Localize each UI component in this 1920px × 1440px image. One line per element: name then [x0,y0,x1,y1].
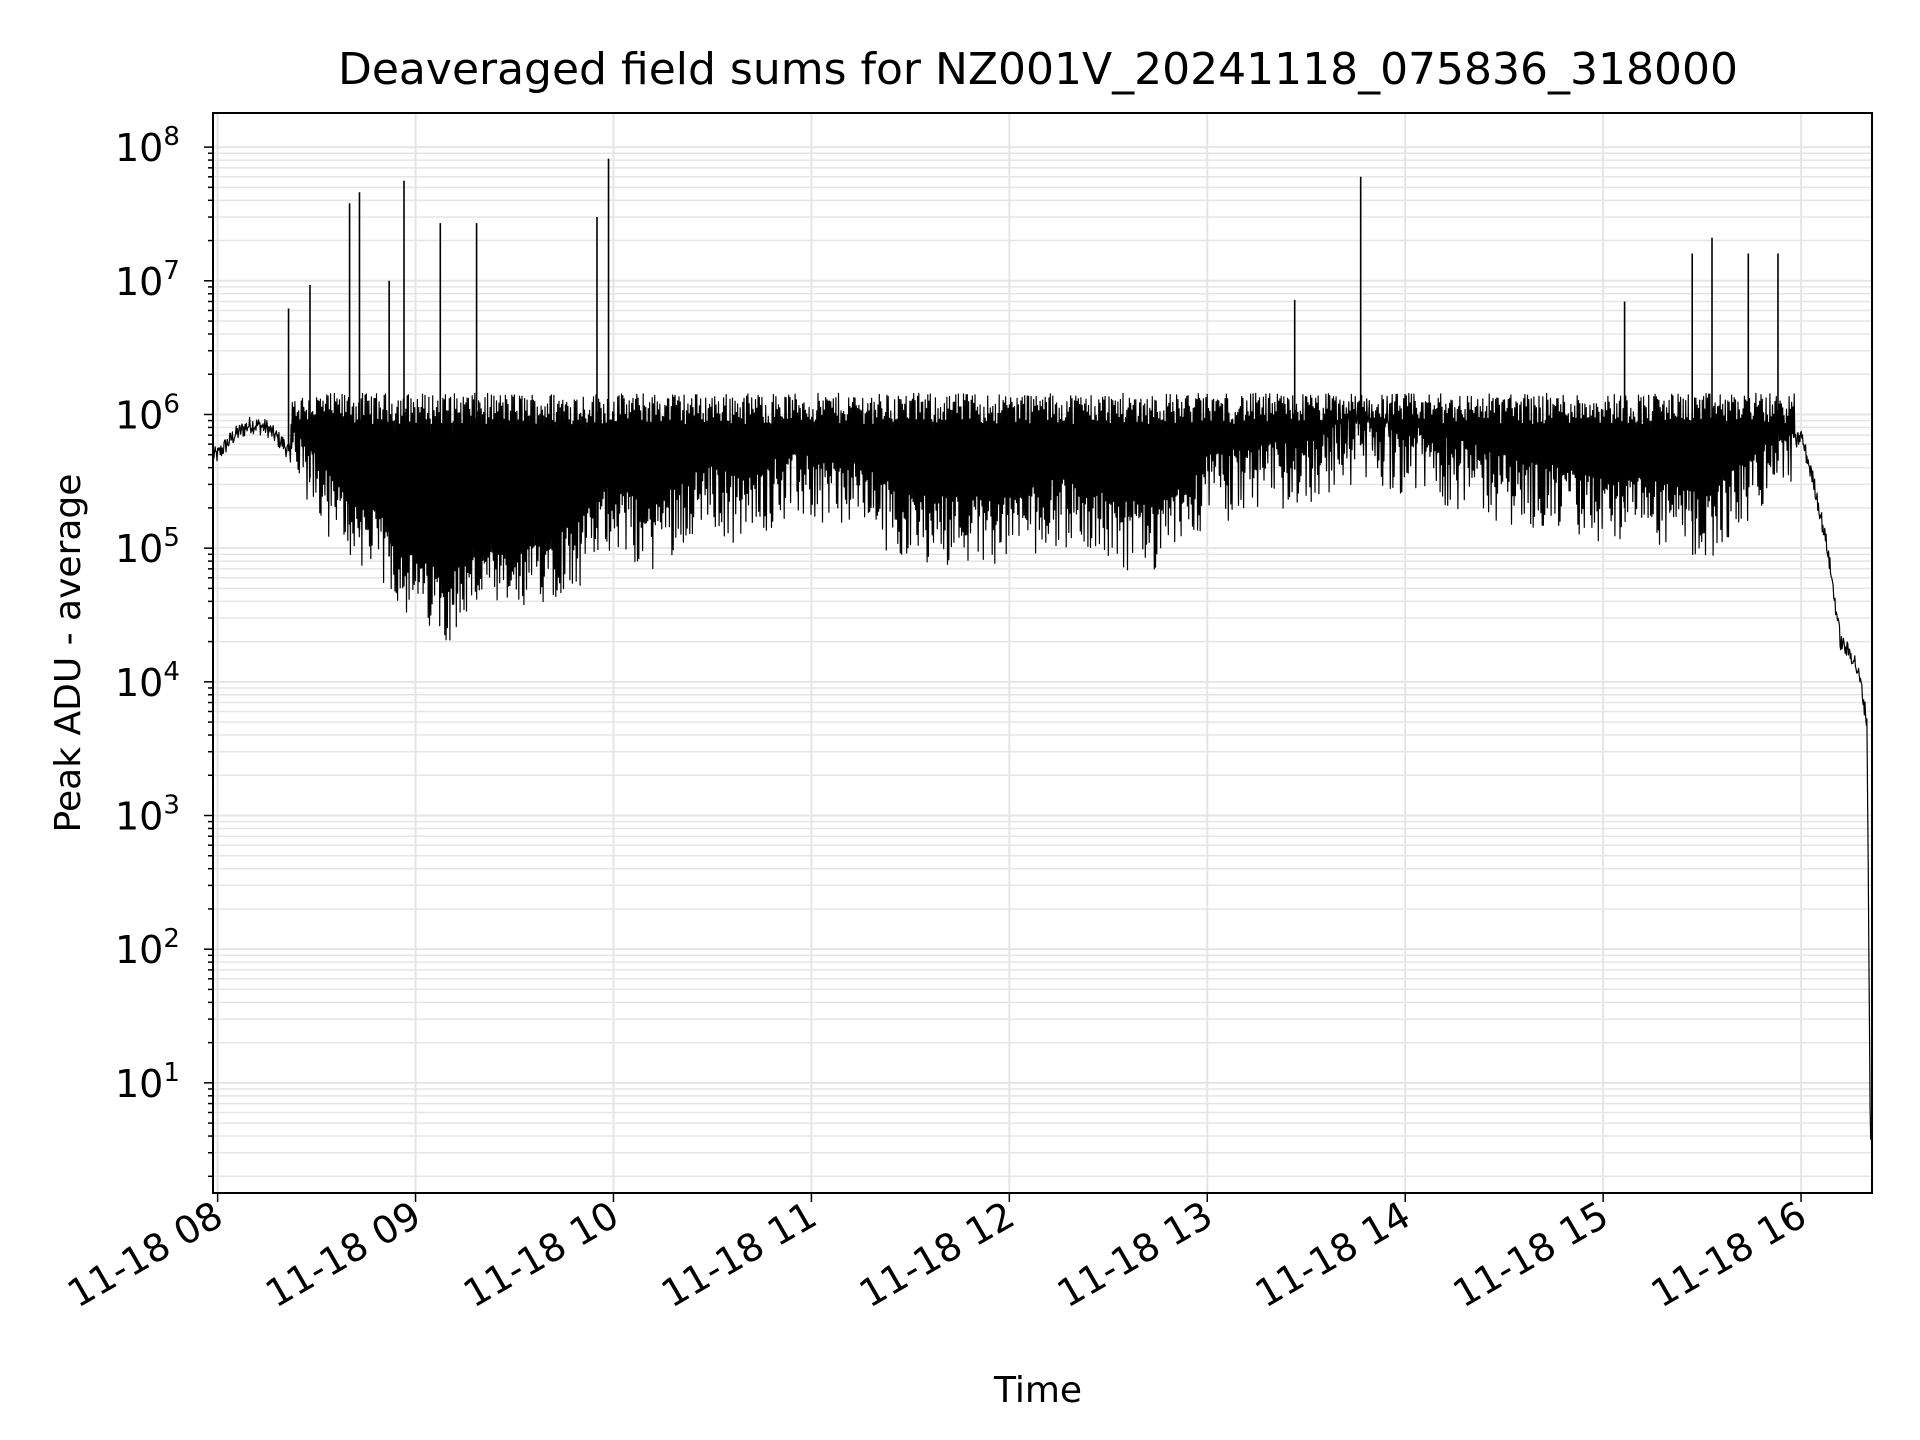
y-tick-label: 103 [115,791,180,839]
x-tick-label: 11-18 16 [1644,1193,1814,1317]
x-tick-label: 11-18 09 [258,1193,428,1317]
plot-frame [212,112,1873,1194]
x-tick-label: 11-18 13 [1050,1193,1220,1317]
x-tick-label: 11-18 11 [654,1193,824,1317]
y-axis: 101 102 103 104 105 106 107 108 [115,122,213,1178]
x-axis: 11-18 08 11-18 09 11-18 10 11-18 11 11-18 12… [60,1193,1813,1317]
y-tick-label: 106 [115,389,180,437]
y-tick-label: 108 [115,122,180,170]
x-tick-label: 11-18 10 [456,1193,626,1317]
chart-title: Deaveraged field sums for NZ001V_2024111… [338,44,1738,95]
y-tick-label: 107 [115,256,180,304]
series-line-layer [212,158,1873,1140]
x-tick-label: 11-18 15 [1446,1193,1616,1317]
x-tick-label: 11-18 12 [852,1193,1022,1317]
x-tick-label: 11-18 08 [60,1193,230,1317]
grid [213,113,1872,1193]
y-axis-label: Peak ADU - average [48,474,89,833]
x-axis-label: Time [993,1370,1082,1411]
y-tick-label: 105 [115,523,180,571]
y-tick-label: 104 [115,657,180,705]
series-line [212,392,1873,1140]
y-tick-label: 101 [115,1058,180,1106]
y-tick-label: 102 [115,924,180,972]
x-tick-label: 11-18 14 [1248,1193,1418,1317]
